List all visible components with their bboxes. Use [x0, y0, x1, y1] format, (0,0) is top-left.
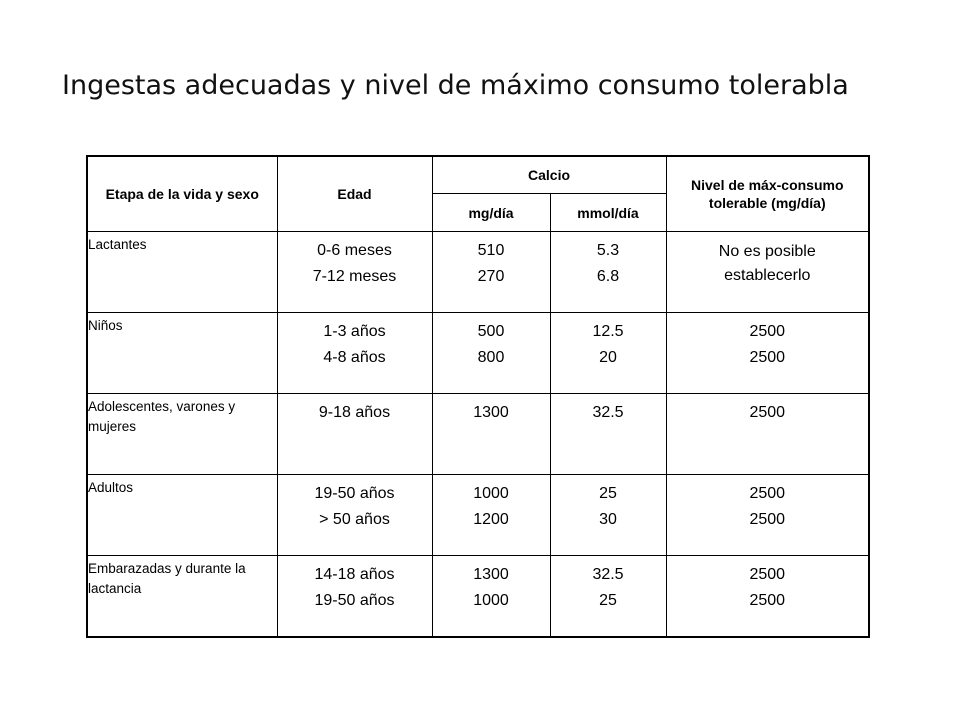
table-row: Adolescentes, varones y mujeres 9-18 años…: [86, 393, 870, 475]
cell-mg: 1300 1000: [431, 555, 551, 638]
max-value: 2500: [749, 349, 786, 366]
mmol-value: 25: [599, 485, 617, 502]
max-value: 2500: [749, 323, 786, 340]
header-mmol: mmol/día: [549, 193, 667, 232]
cell-age: 1-3 años 4-8 años: [276, 312, 433, 394]
cell-stage: Adolescentes, varones y mujeres: [86, 393, 278, 475]
table-row: Niños 1-3 años 4-8 años 500 800 12.5 20 2500 250…: [86, 312, 870, 394]
cell-age: 14-18 años 19-50 años: [276, 555, 433, 638]
cell-age: 19-50 años > 50 años: [276, 474, 433, 556]
header-mg: mg/día: [431, 193, 551, 232]
mmol-value: 30: [599, 511, 617, 528]
cell-age: 9-18 años: [276, 393, 433, 475]
age-value: 1-3 años: [323, 323, 386, 340]
max-value: No es posible establecerlo: [718, 243, 816, 284]
cell-stage: Embarazadas y durante la lactancia: [86, 555, 278, 638]
age-value: 19-50 años: [314, 592, 395, 609]
stage-label: Embarazadas y durante la lactancia: [88, 561, 246, 596]
calcium-intake-table: Etapa de la vida y sexo Edad Calcio Nive…: [86, 155, 871, 638]
age-value: > 50 años: [319, 511, 390, 528]
cell-mg: 1300: [431, 393, 551, 475]
stage-label: Adolescentes, varones y mujeres: [88, 399, 236, 434]
stage-label: Niños: [88, 318, 123, 333]
header-stage: Etapa de la vida y sexo: [86, 155, 278, 232]
age-value: 9-18 años: [318, 404, 391, 421]
mg-value: 510: [477, 242, 505, 259]
cell-max: 2500: [665, 393, 870, 475]
cell-mmol: 32.5: [549, 393, 667, 475]
mmol-value: 32.5: [592, 566, 624, 583]
age-value: 14-18 años: [314, 566, 395, 583]
mmol-value: 12.5: [592, 323, 624, 340]
mg-value: 1000: [473, 485, 509, 502]
mg-value: 270: [477, 268, 505, 285]
age-value: 19-50 años: [314, 485, 395, 502]
mmol-value: 25: [599, 592, 617, 609]
cell-stage: Adultos: [86, 474, 278, 556]
header-calcium: Calcio: [431, 155, 667, 194]
cell-age: 0-6 meses 7-12 meses: [276, 231, 433, 313]
table-row: Embarazadas y durante la lactancia 14-18 …: [86, 555, 870, 638]
stage-label: Lactantes: [88, 237, 147, 252]
max-value: 2500: [749, 485, 786, 502]
max-value: 2500: [749, 566, 786, 583]
cell-mmol: 32.5 25: [549, 555, 667, 638]
max-value: 2500: [749, 511, 786, 528]
mmol-value: 20: [599, 349, 617, 366]
table-row: Lactantes 0-6 meses 7-12 meses 510 270 5.3 6.8…: [86, 231, 870, 313]
max-value: 2500: [749, 404, 786, 421]
cell-max: No es posible establecerlo: [665, 231, 870, 313]
stage-label: Adultos: [88, 480, 134, 495]
mg-value: 800: [477, 349, 505, 366]
age-value: 4-8 años: [323, 349, 386, 366]
cell-mg: 500 800: [431, 312, 551, 394]
cell-max: 2500 2500: [665, 474, 870, 556]
cell-mmol: 25 30: [549, 474, 667, 556]
header-max-level: Nivel de máx-consumo tolerable (mg/día): [665, 155, 870, 232]
cell-max: 2500 2500: [665, 555, 870, 638]
cell-mmol: 12.5 20: [549, 312, 667, 394]
cell-mg: 1000 1200: [431, 474, 551, 556]
cell-stage: Lactantes: [86, 231, 278, 313]
table-row: Adultos 19-50 años > 50 años 1000 1200 25 30 25…: [86, 474, 870, 556]
mg-value: 500: [477, 323, 505, 340]
header-age: Edad: [276, 155, 433, 232]
mmol-value: 5.3: [596, 242, 620, 259]
cell-mg: 510 270: [431, 231, 551, 313]
mg-value: 1300: [473, 404, 509, 421]
mg-value: 1300: [473, 566, 509, 583]
table-body: Lactantes 0-6 meses 7-12 meses 510 270 5.3 6.8…: [86, 231, 870, 638]
cell-mmol: 5.3 6.8: [549, 231, 667, 313]
page-title: Ingestas adecuadas y nivel de máximo con…: [62, 70, 849, 101]
cell-max: 2500 2500: [665, 312, 870, 394]
age-value: 0-6 meses: [317, 242, 392, 259]
mmol-value: 6.8: [596, 268, 620, 285]
age-value: 7-12 meses: [312, 268, 397, 285]
mmol-value: 32.5: [592, 404, 624, 421]
max-value: 2500: [749, 592, 786, 609]
mg-value: 1000: [473, 592, 509, 609]
cell-stage: Niños: [86, 312, 278, 394]
mg-value: 1200: [473, 511, 509, 528]
